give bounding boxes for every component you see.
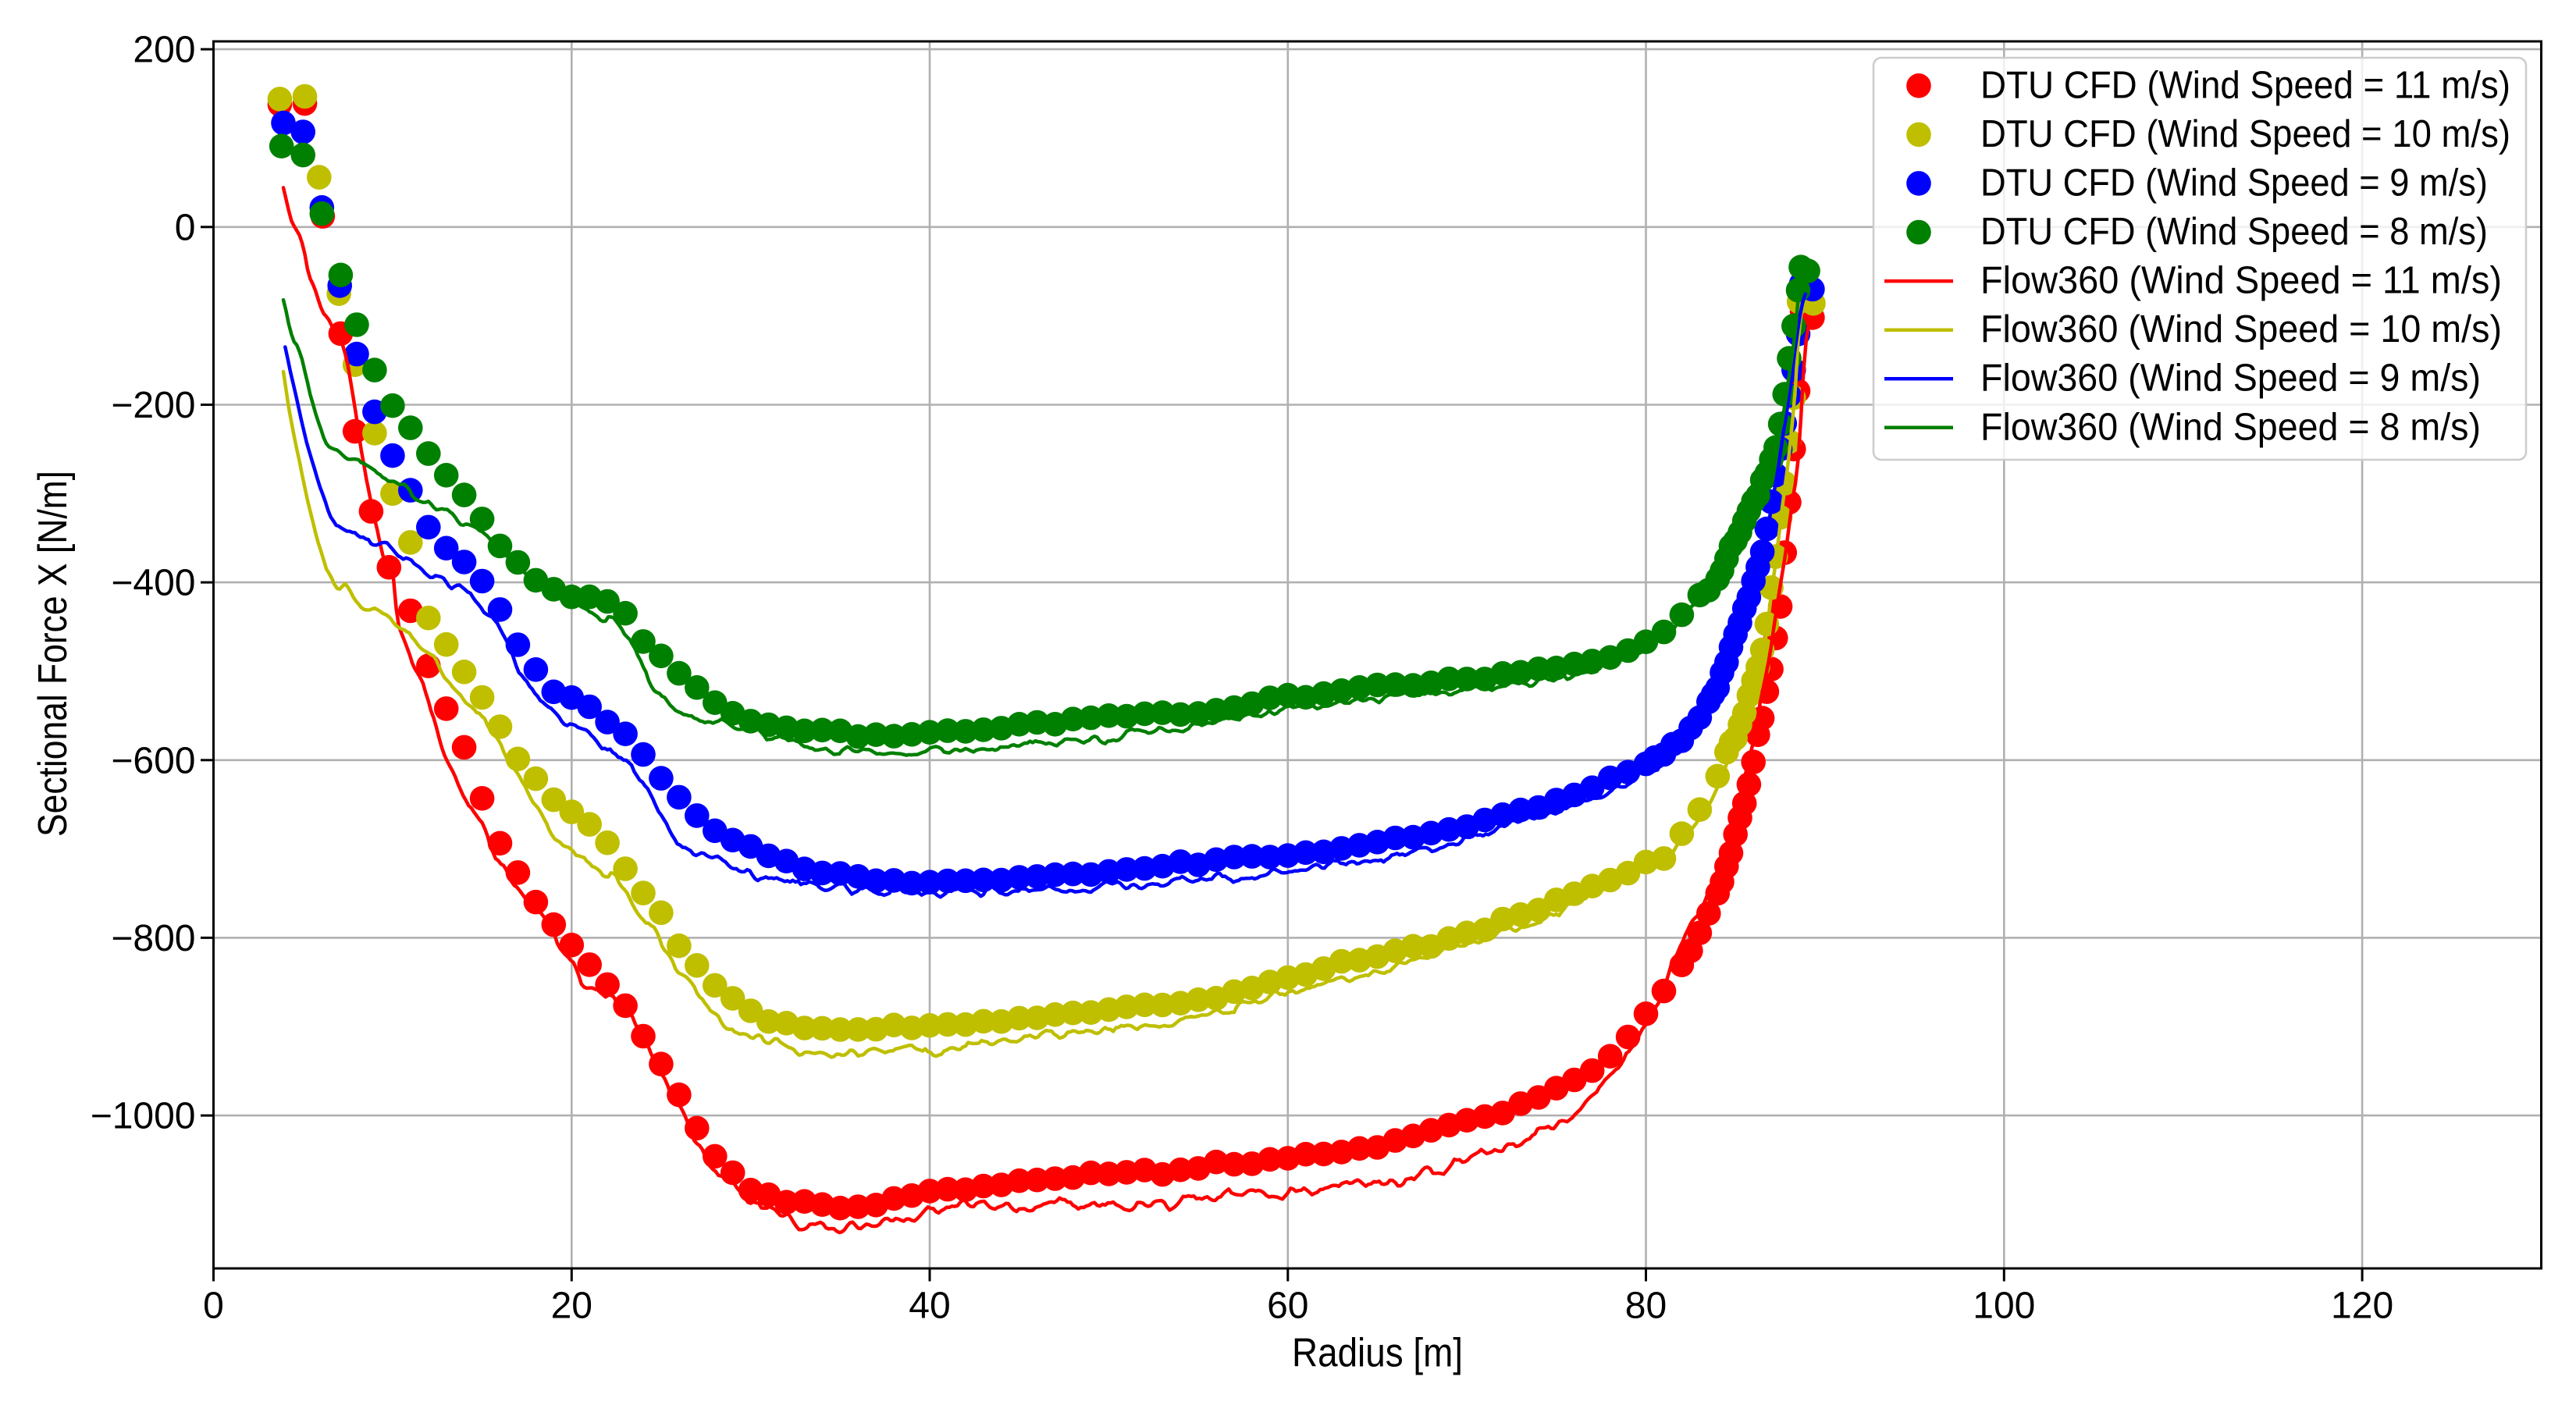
svg-text:−600: −600 [111,740,195,781]
svg-text:DTU CFD (Wind Speed = 10 m/s): DTU CFD (Wind Speed = 10 m/s) [1980,113,2510,155]
svg-text:100: 100 [1973,1286,2035,1327]
svg-text:−200: −200 [111,385,195,426]
svg-text:−800: −800 [111,918,195,959]
svg-text:200: 200 [133,30,195,71]
svg-text:DTU CFD (Wind Speed = 11 m/s): DTU CFD (Wind Speed = 11 m/s) [1980,64,2510,106]
svg-text:Radius [m]: Radius [m] [1292,1331,1463,1376]
svg-text:0: 0 [203,1286,224,1327]
svg-text:40: 40 [909,1286,950,1327]
svg-text:20: 20 [551,1286,592,1327]
svg-text:60: 60 [1267,1286,1308,1327]
svg-text:120: 120 [2331,1286,2393,1327]
svg-text:DTU CFD (Wind Speed = 9 m/s): DTU CFD (Wind Speed = 9 m/s) [1980,162,2488,204]
svg-text:Flow360 (Wind Speed = 10 m/s): Flow360 (Wind Speed = 10 m/s) [1980,308,2502,350]
svg-text:Flow360 (Wind Speed = 9 m/s): Flow360 (Wind Speed = 9 m/s) [1980,357,2481,400]
svg-text:−400: −400 [111,563,195,604]
svg-text:Sectional Force X [N/m]: Sectional Force X [N/m] [30,471,76,837]
svg-text:Flow360 (Wind Speed = 11 m/s): Flow360 (Wind Speed = 11 m/s) [1980,260,2502,302]
svg-text:0: 0 [175,207,196,248]
svg-text:−1000: −1000 [91,1096,196,1137]
svg-text:Flow360 (Wind Speed = 8 m/s): Flow360 (Wind Speed = 8 m/s) [1980,406,2481,448]
svg-text:80: 80 [1625,1286,1667,1327]
svg-text:DTU CFD (Wind Speed = 8 m/s): DTU CFD (Wind Speed = 8 m/s) [1980,211,2488,253]
